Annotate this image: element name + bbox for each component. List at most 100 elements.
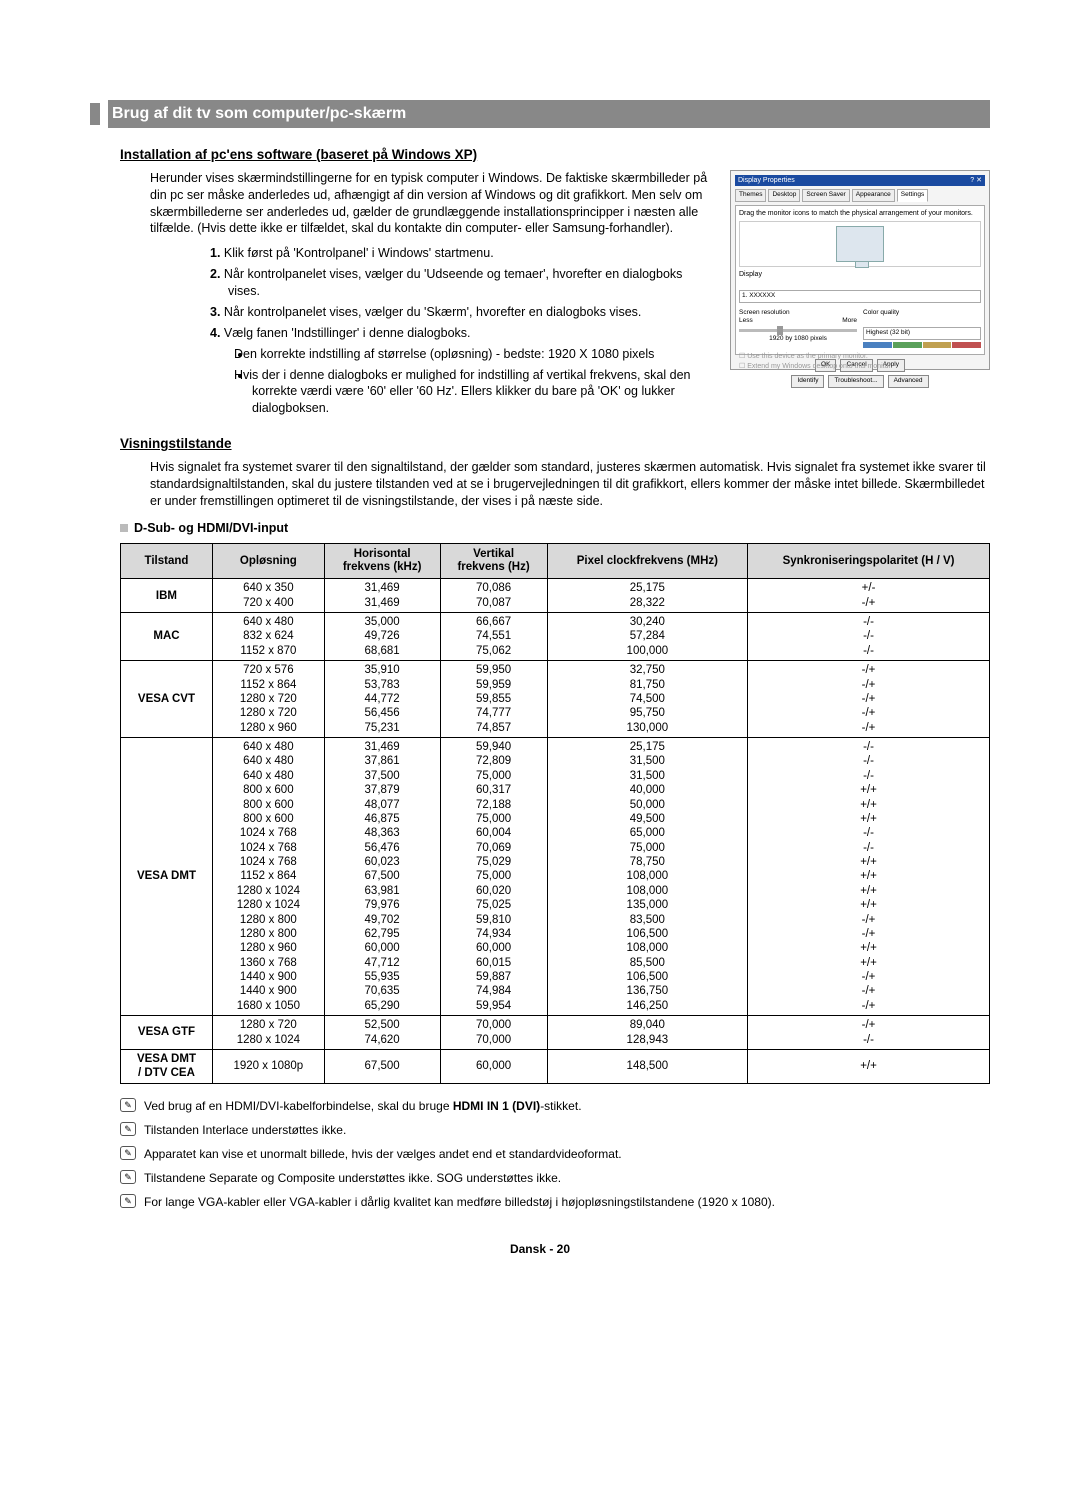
res-slider-thumb	[777, 326, 783, 335]
intro-paragraph: Herunder vises skærmindstillingerne for …	[150, 170, 714, 238]
data-cell: +/--/+	[748, 579, 990, 613]
data-cell: 148,500	[547, 1049, 747, 1083]
dialog-button: Troubleshoot...	[828, 375, 883, 388]
mode-cell: VESA GTF	[121, 1016, 213, 1050]
monitor-icon	[836, 226, 884, 262]
page-title: Brug af dit tv som computer/pc-skærm	[108, 100, 990, 128]
data-cell: 70,08670,087	[440, 579, 547, 613]
pencil-icon: ✎	[120, 1122, 136, 1136]
res-value: 1920 by 1080 pixels	[739, 335, 857, 344]
display-label: Display	[739, 270, 981, 279]
cq-swatch	[863, 342, 892, 348]
pencil-icon: ✎	[120, 1194, 136, 1208]
install-step: 4. Vælg fanen 'Indstillinger' i denne di…	[210, 325, 714, 417]
cq-swatch	[923, 342, 952, 348]
table-header: Horisontalfrekvens (kHz)	[324, 543, 440, 578]
cq-value: Highest (32 bit)	[863, 327, 981, 340]
mode-cell: VESA CVT	[121, 661, 213, 738]
data-cell: 31,46937,86137,50037,87948,07746,87548,3…	[324, 738, 440, 1016]
data-cell: +/+	[748, 1049, 990, 1083]
data-cell: 640 x 480832 x 6241152 x 870	[212, 613, 324, 661]
data-cell: 25,17531,50031,50040,00050,00049,50065,0…	[547, 738, 747, 1016]
dialog-tab: Desktop	[768, 189, 800, 202]
cq-swatch	[952, 342, 981, 348]
mode-cell: IBM	[121, 579, 213, 613]
display-select: 1. XXXXXX	[739, 290, 981, 303]
dialog-title-text: Display Properties	[738, 176, 795, 185]
note-text: Tilstandene Separate og Composite unders…	[144, 1170, 561, 1186]
display-properties-dialog: Display Properties ? ✕ ThemesDesktopScre…	[730, 170, 990, 370]
table-header: Vertikalfrekvens (Hz)	[440, 543, 547, 578]
install-step: 2. Når kontrolpanelet vises, vælger du '…	[210, 266, 714, 300]
data-cell: 31,46931,469	[324, 579, 440, 613]
dialog-button: Advanced	[888, 375, 929, 388]
dialog-close-icons: ? ✕	[970, 176, 982, 185]
intro-row: Herunder vises skærmindstillingerne for …	[90, 170, 990, 425]
install-steps: 1. Klik først på 'Kontrolpanel' i Window…	[210, 245, 714, 417]
table-header: Synkroniseringspolaritet (H / V)	[748, 543, 990, 578]
data-cell: 66,66774,55175,062	[440, 613, 547, 661]
note-line: ✎ Tilstanden Interlace understøttes ikke.	[120, 1122, 990, 1138]
install-step: 1. Klik først på 'Kontrolpanel' i Window…	[210, 245, 714, 262]
table-row: VESA DMT/ DTV CEA1920 x 1080p67,50060,00…	[121, 1049, 990, 1083]
pencil-icon: ✎	[120, 1170, 136, 1184]
dialog-tab: Settings	[897, 189, 929, 202]
install-step: 3. Når kontrolpanelet vises, vælger du '…	[210, 304, 714, 321]
section1-heading: Installation af pc'ens software (baseret…	[120, 146, 990, 164]
dialog-tab: Appearance	[852, 189, 895, 202]
footer-lang: Dansk -	[510, 1242, 557, 1256]
data-cell: 35,00049,72668,681	[324, 613, 440, 661]
data-cell: -/+-/+-/+-/+-/+	[748, 661, 990, 738]
table-header: Pixel clockfrekvens (MHz)	[547, 543, 747, 578]
data-cell: 52,50074,620	[324, 1016, 440, 1050]
dialog-tab: Themes	[735, 189, 766, 202]
subtable-label: D-Sub- og HDMI/DVI-input	[120, 520, 990, 537]
dialog-tab: Screen Saver	[802, 189, 849, 202]
note-line: ✎ Apparatet kan vise et unormalt billede,…	[120, 1146, 990, 1162]
cq-swatch	[893, 342, 922, 348]
data-cell: -/--/--/-+/++/++/+-/--/-+/++/++/++/+-/+-…	[748, 738, 990, 1016]
table-row: MAC640 x 480832 x 6241152 x 87035,00049,…	[121, 613, 990, 661]
visningstilstande-text: Hvis signalet fra systemet svarer til de…	[150, 459, 990, 510]
page-title-bar: Brug af dit tv som computer/pc-skærm	[90, 100, 990, 128]
table-header: Tilstand	[121, 543, 213, 578]
dialog-button: Identify	[791, 375, 824, 388]
colorquality-group: Color quality Highest (32 bit)	[863, 309, 981, 349]
data-cell: 720 x 5761152 x 8641280 x 7201280 x 7201…	[212, 661, 324, 738]
data-cell: 60,000	[440, 1049, 547, 1083]
note-text: Ved brug af en HDMI/DVI-kabelforbindelse…	[144, 1098, 582, 1114]
data-cell: 640 x 480640 x 480640 x 480800 x 600800 …	[212, 738, 324, 1016]
resolution-group: Screen resolution Less More 1920 by 1080…	[739, 309, 857, 349]
data-cell: -/+-/-	[748, 1016, 990, 1050]
note-text: For lange VGA-kabler eller VGA-kabler i …	[144, 1194, 775, 1210]
pencil-icon: ✎	[120, 1098, 136, 1112]
data-cell: 1920 x 1080p	[212, 1049, 324, 1083]
table-row: VESA CVT720 x 5761152 x 8641280 x 720128…	[121, 661, 990, 738]
dialog-tabs: ThemesDesktopScreen SaverAppearanceSetti…	[735, 189, 985, 202]
dialog-check2: ☐ Extend my Windows desktop onto this mo…	[739, 362, 981, 371]
footer-page: 20	[557, 1242, 570, 1256]
display-modes-table: TilstandOpløsningHorisontalfrekvens (kHz…	[120, 543, 990, 1084]
dialog-btn-row1: Identify Troubleshoot... Advanced	[739, 375, 981, 388]
res-label: Screen resolution	[739, 309, 857, 318]
pencil-icon: ✎	[120, 1146, 136, 1160]
note-text: Tilstanden Interlace understøttes ikke.	[144, 1122, 346, 1138]
res-more: More	[842, 317, 857, 326]
data-cell: 1280 x 7201280 x 1024	[212, 1016, 324, 1050]
table-row: IBM640 x 350720 x 40031,46931,46970,0867…	[121, 579, 990, 613]
note-text: Apparatet kan vise et unormalt billede, …	[144, 1146, 622, 1162]
data-cell: 640 x 350720 x 400	[212, 579, 324, 613]
page-footer: Dansk - 20	[90, 1241, 990, 1257]
dialog-drag-msg: Drag the monitor icons to match the phys…	[739, 209, 981, 218]
install-substep: Hvis der i denne dialogboks er mulighed …	[252, 367, 714, 418]
data-cell: 89,040128,943	[547, 1016, 747, 1050]
dialog-body: Drag the monitor icons to match the phys…	[735, 205, 985, 355]
data-cell: 35,91053,78344,77256,45675,231	[324, 661, 440, 738]
data-cell: 59,95059,95959,85574,77774,857	[440, 661, 547, 738]
dialog-check1: ☐ Use this device as the primary monitor…	[739, 352, 981, 361]
data-cell: 32,75081,75074,50095,750130,000	[547, 661, 747, 738]
intro-text: Herunder vises skærmindstillingerne for …	[150, 170, 714, 425]
install-substep: Den korrekte indstilling af størrelse (o…	[252, 346, 714, 363]
note-line: ✎ For lange VGA-kabler eller VGA-kabler i…	[120, 1194, 990, 1210]
data-cell: 70,00070,000	[440, 1016, 547, 1050]
